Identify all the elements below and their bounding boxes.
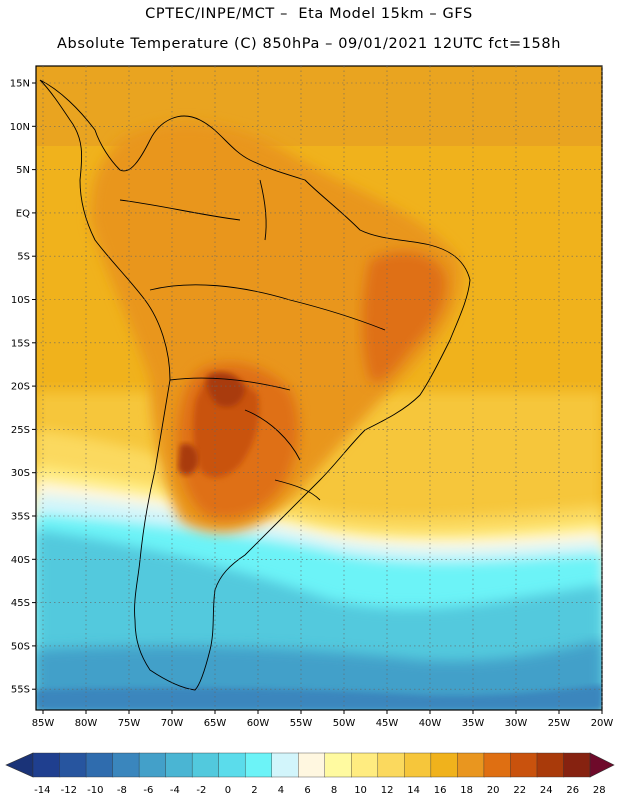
lat-label: 45S xyxy=(11,598,30,609)
lat-label: 15N xyxy=(10,79,30,90)
colorbar-swatch xyxy=(112,752,140,778)
colorbar-swatch xyxy=(510,752,538,778)
temperature-field xyxy=(36,66,602,710)
colorbar-tick-label: 4 xyxy=(278,785,284,796)
colorbar-labels: -14 -12 -10 -8 -6 -4 -2 0 2 4 6 8 10 12 14 16 18 20 22 24 26… xyxy=(34,785,606,796)
colorbar-tick-label: -14 xyxy=(34,785,50,796)
lat-label: 10S xyxy=(11,295,30,306)
chart-title: CPTEC/INPE/MCT – Eta Model 15km – GFS xyxy=(145,6,473,22)
colorbar-high-arrow xyxy=(589,752,615,778)
lat-label: 30S xyxy=(11,468,30,479)
colorbar-swatch xyxy=(271,752,299,778)
colorbar-tick-label: 0 xyxy=(225,785,231,796)
colorbar xyxy=(5,752,615,778)
lat-label: 10N xyxy=(10,122,30,133)
colorbar-swatch xyxy=(377,752,406,778)
graticule xyxy=(36,66,603,710)
lon-label: 50W xyxy=(333,718,356,729)
colorbar-swatch xyxy=(138,752,167,778)
colorbar-tick-label: -6 xyxy=(143,785,153,796)
colorbar-swatch xyxy=(351,752,379,778)
colorbar-swatch xyxy=(483,752,512,778)
lat-label: 5S xyxy=(17,252,30,263)
lon-label: 40W xyxy=(419,718,442,729)
colorbar-swatch xyxy=(218,752,246,778)
lon-label: 75W xyxy=(118,718,141,729)
colorbar-tick-label: 26 xyxy=(566,785,579,796)
colorbar-tick-label: -10 xyxy=(87,785,103,796)
colorbar-tick-label: -8 xyxy=(117,785,127,796)
colorbar-swatch xyxy=(457,752,485,778)
colorbar-tick-label: 18 xyxy=(460,785,473,796)
lat-label: 40S xyxy=(11,555,30,566)
colorbar-swatch xyxy=(536,752,565,778)
lat-label: 20S xyxy=(11,382,30,393)
lat-label: 35S xyxy=(11,512,30,523)
map-frame xyxy=(35,65,603,711)
lon-label: 85W xyxy=(32,718,55,729)
latitude-labels: 15N 10N 5N EQ 5S 10S 15S 20S 25S 30S 35S 40S 45S 50S 5… xyxy=(10,79,36,696)
lon-label: 80W xyxy=(75,718,98,729)
longitude-labels: 85W 80W 75W 70W 65W 60W 55W 50W 45W 40W 35W 30W 25W 2… xyxy=(32,710,614,729)
lon-label: 20W xyxy=(591,718,614,729)
lon-label: 55W xyxy=(290,718,313,729)
lat-label: 55S xyxy=(11,685,30,696)
lon-label: 30W xyxy=(505,718,528,729)
lat-label: 15S xyxy=(11,338,30,349)
colorbar-tick-label: -12 xyxy=(61,785,77,796)
colorbar-swatch xyxy=(324,752,352,778)
lat-label: EQ xyxy=(16,208,30,219)
colorbar-tick-label: -2 xyxy=(196,785,206,796)
coastlines xyxy=(39,79,471,691)
colorbar-swatch xyxy=(298,752,326,778)
colorbar-tick-label: 12 xyxy=(381,785,394,796)
colorbar-swatch xyxy=(32,752,61,778)
colorbar-tick-label: 8 xyxy=(331,785,337,796)
colorbar-tick-label: 20 xyxy=(487,785,500,796)
lat-label: 5N xyxy=(16,165,30,176)
colorbar-tick-label: 16 xyxy=(434,785,447,796)
colorbar-swatch xyxy=(430,752,459,778)
colorbar-swatch xyxy=(563,752,591,778)
colorbar-swatch xyxy=(85,752,114,778)
colorbar-tick-label: 10 xyxy=(354,785,367,796)
lon-label: 70W xyxy=(161,718,184,729)
colorbar-tick-label: 22 xyxy=(513,785,526,796)
colorbar-low-arrow xyxy=(5,752,34,778)
colorbar-swatch xyxy=(404,752,432,778)
lat-label: 50S xyxy=(11,641,30,652)
colorbar-tick-label: -4 xyxy=(170,785,180,796)
lon-label: 35W xyxy=(462,718,485,729)
lat-label: 25S xyxy=(11,425,30,436)
colorbar-tick-label: 6 xyxy=(304,785,310,796)
colorbar-tick-label: 28 xyxy=(593,785,606,796)
colorbar-swatch xyxy=(165,752,193,778)
lon-label: 65W xyxy=(204,718,227,729)
colorbar-tick-label: 2 xyxy=(251,785,257,796)
chart-subtitle: Absolute Temperature (C) 850hPa – 09/01/… xyxy=(57,36,561,52)
colorbar-swatch xyxy=(191,752,220,778)
lon-label: 60W xyxy=(247,718,270,729)
colorbar-swatch xyxy=(244,752,273,778)
lon-label: 25W xyxy=(548,718,571,729)
colorbar-tick-label: 24 xyxy=(540,785,553,796)
colorbar-tick-label: 14 xyxy=(407,785,420,796)
colorbar-swatch xyxy=(59,752,87,778)
lon-label: 45W xyxy=(376,718,399,729)
